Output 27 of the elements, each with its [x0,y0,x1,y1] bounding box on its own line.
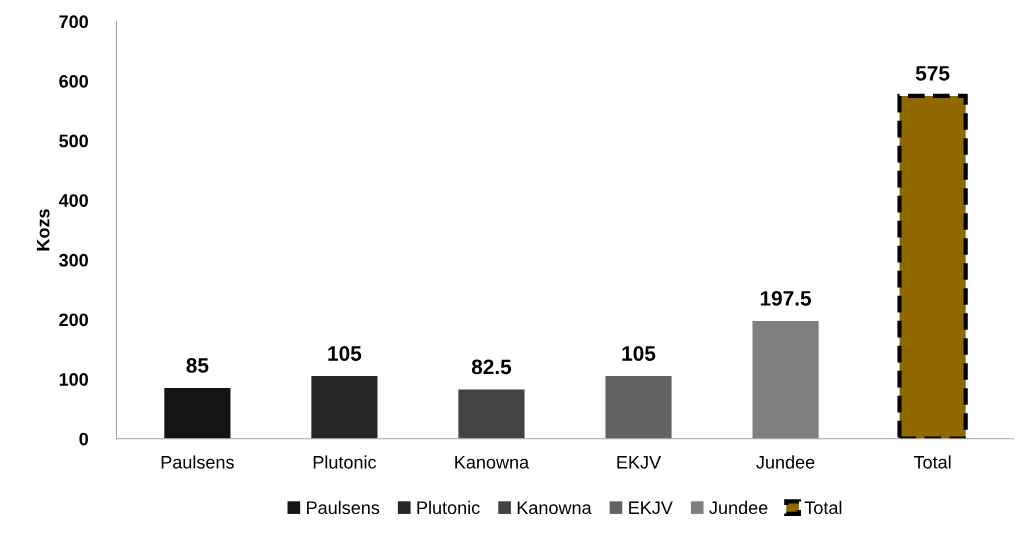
y-tick-label: 500 [59,134,88,148]
y-tick-label: 300 [59,253,88,267]
y-tick-label: 400 [58,194,88,207]
y-axis-title: Kozs [36,209,50,251]
x-tick-label: Plutonic [313,455,377,469]
y-tick-label: 200 [59,313,88,327]
y-tick-label: 700 [59,15,88,29]
data-label: 85 [186,358,209,373]
data-label: 82.5 [471,359,512,375]
x-tick-label: Kanowna [455,456,530,469]
legend-label: Kanowna [517,501,592,515]
x-tick-label: Jundee [756,455,815,469]
x-tick-label: Total [913,455,951,469]
legend-label: Jundee [709,500,768,515]
y-tick-label: 0 [79,432,88,446]
data-label: 105 [328,346,362,361]
data-label: 105 [622,346,656,361]
y-tick-label: 600 [59,74,88,88]
x-tick-label: EKJV [617,456,662,469]
legend-label: Plutonic [417,500,480,515]
legend-label: Paulsens [307,500,380,515]
data-label: 197.5 [760,290,812,306]
x-tick-label: Paulsens [161,455,234,469]
legend-label: Total [804,500,842,515]
legend-label: EKJV [629,501,673,515]
y-tick-label: 100 [59,373,88,386]
data-label: 575 [915,66,950,81]
